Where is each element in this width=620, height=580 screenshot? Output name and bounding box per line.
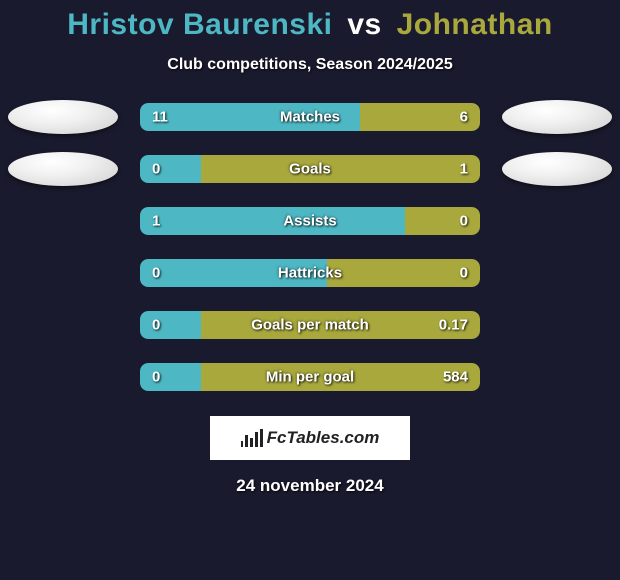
stat-row: 10Assists [0,204,620,238]
stat-bar: 0584Min per goal [140,363,480,391]
bar-left-segment [140,363,201,391]
spacer [502,308,612,342]
bar-left-segment [140,259,327,287]
player2-name: Johnathan [397,8,553,41]
stat-bar: 01Goals [140,155,480,183]
bar-left-segment [140,311,201,339]
logo-text: FcTables.com [267,428,380,448]
bar-right-segment [327,259,480,287]
stat-row: 00Hattricks [0,256,620,290]
spacer [502,204,612,238]
stat-bar: 10Assists [140,207,480,235]
stat-row: 0584Min per goal [0,360,620,394]
spacer [8,256,118,290]
bar-right-segment [201,155,480,183]
subtitle: Club competitions, Season 2024/2025 [0,56,620,74]
spacer [8,204,118,238]
page-title: Hristov Baurenski vs Johnathan [0,8,620,42]
stat-row: 116Matches [0,100,620,134]
bar-right-segment [360,103,480,131]
spacer [8,308,118,342]
spacer [8,360,118,394]
player1-photo-placeholder [8,100,118,134]
date: 24 november 2024 [0,476,620,496]
logo: FcTables.com [210,416,410,460]
stat-row: 00.17Goals per match [0,308,620,342]
stat-bar: 116Matches [140,103,480,131]
stat-bar: 00Hattricks [140,259,480,287]
comparison-infographic: Hristov Baurenski vs Johnathan Club comp… [0,0,620,496]
bar-left-segment [140,103,360,131]
spacer [502,256,612,290]
stat-bar: 00.17Goals per match [140,311,480,339]
player1-name: Hristov Baurenski [67,8,332,41]
player2-photo-placeholder [502,100,612,134]
bar-left-segment [140,207,405,235]
vs-separator: vs [347,8,381,41]
stat-row: 01Goals [0,152,620,186]
stat-rows: 116Matches 01Goals 10Assists 00Hattricks 00.… [0,100,620,394]
spacer [502,360,612,394]
bar-chart-icon [241,429,263,447]
bar-left-segment [140,155,201,183]
player1-photo-placeholder [8,152,118,186]
bar-right-segment [201,363,480,391]
bar-right-segment [201,311,480,339]
bar-right-segment [405,207,480,235]
player2-photo-placeholder [502,152,612,186]
